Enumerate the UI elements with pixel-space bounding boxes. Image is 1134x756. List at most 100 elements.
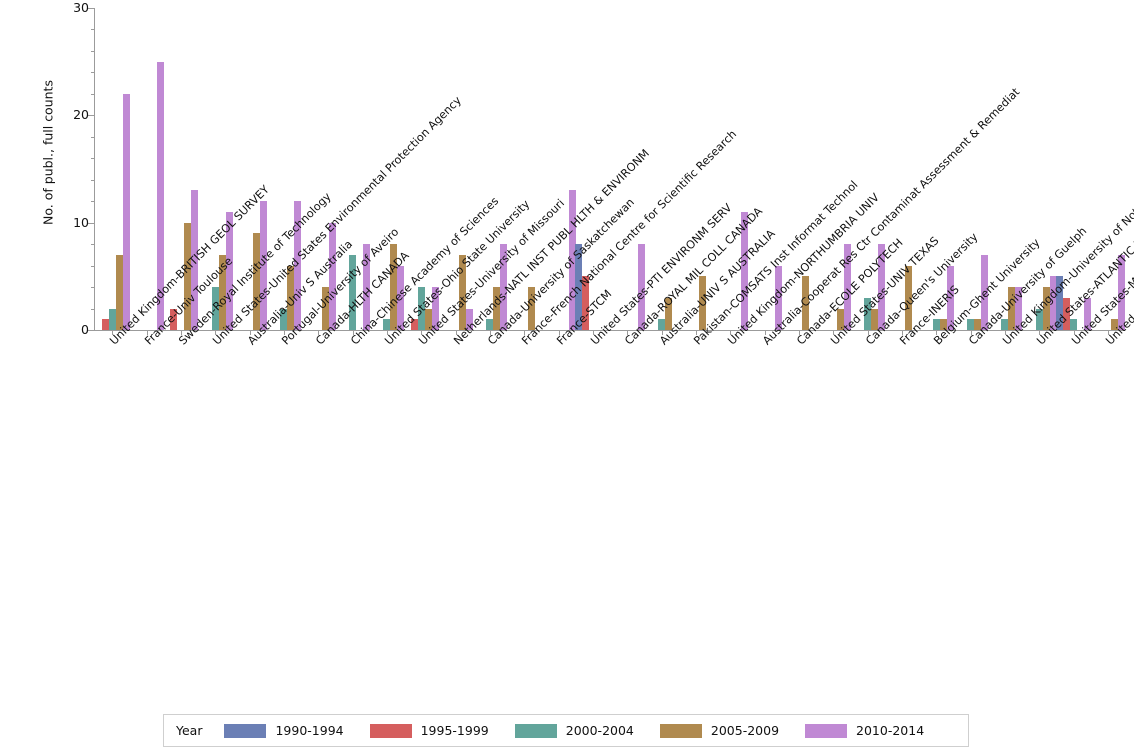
legend-title: Year — [176, 723, 203, 738]
bar — [417, 287, 425, 330]
bar — [905, 265, 913, 330]
bar — [843, 244, 851, 330]
x-tick — [215, 330, 217, 335]
x-tick — [1039, 330, 1041, 335]
bar — [260, 201, 267, 330]
bar — [383, 319, 391, 330]
bar — [184, 222, 192, 330]
bar — [939, 319, 947, 330]
y-tick-label: 20 — [73, 107, 89, 123]
bar — [280, 308, 288, 330]
bar — [101, 319, 109, 330]
bar — [225, 211, 233, 330]
bar — [569, 190, 576, 330]
bar — [932, 319, 940, 330]
x-tick — [1004, 330, 1006, 335]
bar — [218, 254, 226, 330]
bar — [1008, 287, 1016, 330]
bar — [836, 308, 844, 330]
bar — [1015, 287, 1023, 330]
y-tick-major — [88, 330, 95, 331]
legend-entry[interactable]: 1990-1994 — [224, 723, 344, 738]
bar — [349, 254, 356, 330]
bar — [211, 287, 219, 330]
x-tick — [661, 330, 663, 335]
x-tick — [798, 330, 800, 335]
bar — [699, 276, 707, 330]
bar — [871, 308, 878, 330]
bar — [1035, 308, 1043, 330]
legend-swatch — [369, 723, 412, 738]
bar — [575, 244, 583, 330]
x-tick — [592, 330, 594, 335]
legend-label: 1995-1999 — [420, 723, 489, 738]
y-tick-minor — [91, 265, 95, 267]
y-axis-title: No. of publ., full counts — [40, 80, 56, 225]
bar — [1118, 254, 1126, 330]
y-tick-minor — [91, 244, 95, 246]
bar — [658, 319, 665, 330]
legend-entry[interactable]: 1995-1999 — [369, 723, 489, 738]
legend-entry[interactable]: 2005-2009 — [659, 723, 780, 738]
bar — [363, 244, 370, 330]
bar — [321, 287, 329, 330]
bar — [431, 287, 439, 330]
x-tick — [524, 330, 526, 335]
bar — [157, 61, 164, 330]
bar — [1049, 276, 1057, 330]
bar — [802, 276, 810, 330]
bar — [424, 308, 432, 330]
bar — [410, 319, 418, 330]
x-axis-line — [94, 330, 1125, 331]
x-tick — [627, 330, 629, 335]
x-tick — [489, 330, 491, 335]
x-tick — [730, 330, 732, 335]
x-tick — [455, 330, 457, 335]
bar — [1056, 276, 1063, 330]
bar — [500, 244, 508, 330]
legend-entry[interactable]: 2010-2014 — [805, 723, 924, 738]
legend-swatch — [514, 723, 557, 738]
bar — [1070, 319, 1077, 330]
x-tick — [318, 330, 320, 335]
x-tick — [421, 330, 423, 335]
legend-swatch — [805, 723, 848, 738]
y-tick-minor — [91, 287, 95, 289]
x-tick — [936, 330, 938, 335]
bar — [1063, 297, 1070, 330]
bar — [253, 233, 260, 330]
bar — [287, 265, 295, 330]
x-tick — [867, 330, 869, 335]
bar — [527, 287, 535, 330]
bar — [108, 308, 116, 330]
y-axis-line — [94, 8, 95, 330]
bar — [466, 308, 473, 330]
bar — [390, 244, 398, 330]
legend-entries: 1990-1994 1995-1999 2000-2004 2005-2009 2010… — [224, 723, 950, 738]
x-tick — [283, 330, 285, 335]
y-tick-minor — [91, 93, 95, 95]
x-tick — [695, 330, 697, 335]
bar — [191, 190, 199, 330]
legend-entry[interactable]: 2000-2004 — [514, 723, 634, 738]
y-tick-minor — [91, 308, 95, 310]
plot-area: 0 10 20 30 — [73, 1, 1126, 336]
bar — [665, 297, 672, 330]
legend-label: 2005-2009 — [710, 723, 780, 738]
bar — [864, 297, 871, 330]
bar — [1111, 319, 1119, 330]
x-tick — [112, 330, 114, 335]
y-tick-minor — [91, 29, 95, 31]
bar — [1001, 319, 1009, 330]
x-tick — [249, 330, 251, 335]
y-tick-major — [88, 8, 95, 9]
bar — [170, 308, 178, 330]
y-tick-label: 10 — [73, 214, 89, 230]
x-tick — [1073, 330, 1075, 335]
bar — [582, 276, 590, 330]
bar — [122, 93, 130, 330]
bar — [981, 254, 988, 330]
y-tick-major — [88, 115, 95, 117]
bar — [946, 265, 954, 330]
